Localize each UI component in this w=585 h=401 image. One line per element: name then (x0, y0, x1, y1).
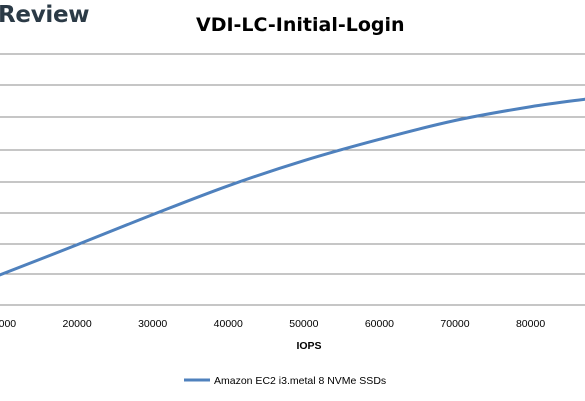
x-tick-label: 80000 (516, 318, 545, 330)
series-lines (0, 97, 585, 277)
x-tick-label: 20000 (62, 318, 91, 330)
gridlines (0, 53, 585, 306)
x-tick-labels: 10000 20000 30000 40000 50000 60000 70000 80000 (0, 318, 545, 330)
x-tick-label: 10000 (0, 318, 16, 330)
brand-logo-text: Review (0, 2, 90, 28)
x-axis-title: IOPS (296, 340, 321, 352)
series-line-0 (0, 97, 585, 277)
x-tick-label: 30000 (138, 318, 167, 330)
x-tick-label: 50000 (289, 318, 318, 330)
legend-label: Amazon EC2 i3.metal 8 NVMe SSDs (214, 375, 386, 387)
x-tick-label: 70000 (440, 318, 469, 330)
legend: Amazon EC2 i3.metal 8 NVMe SSDs (184, 375, 386, 387)
chart-title: VDI-LC-Initial-Login (196, 14, 405, 36)
x-tick-label: 60000 (365, 318, 394, 330)
x-tick-label: 40000 (214, 318, 243, 330)
